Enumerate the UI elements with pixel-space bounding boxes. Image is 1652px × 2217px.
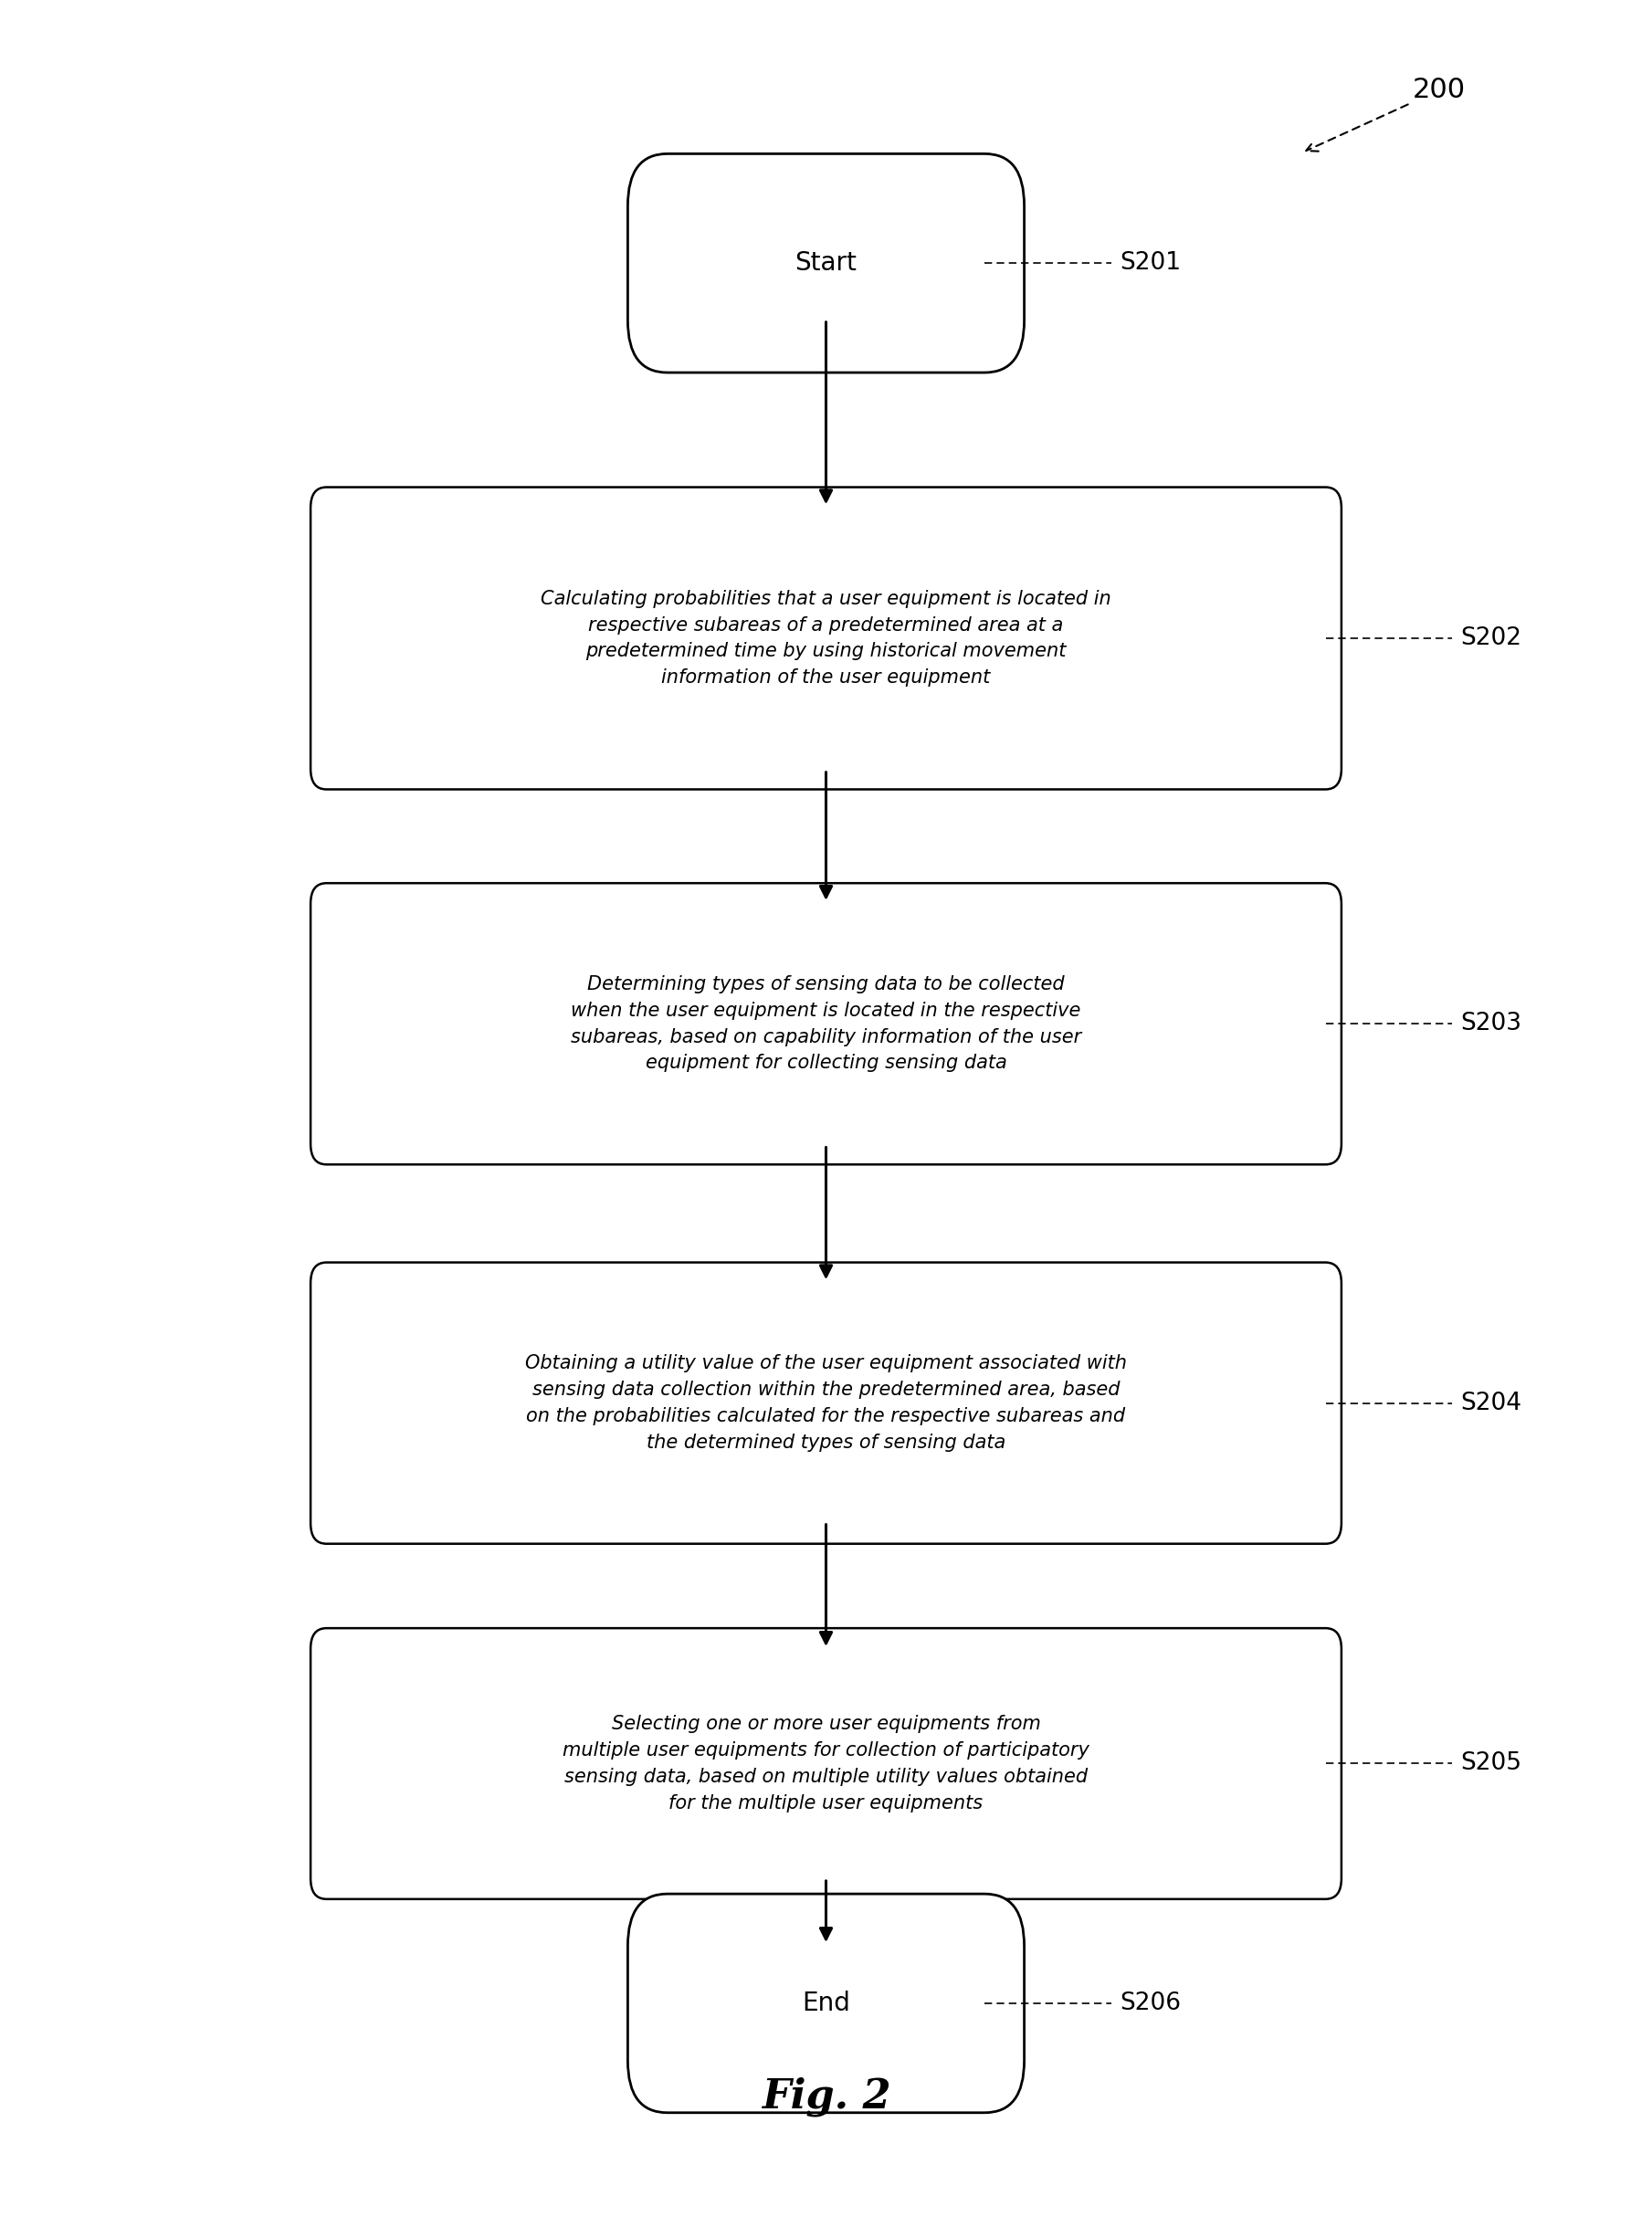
Text: S204: S204 — [1460, 1392, 1521, 1414]
FancyBboxPatch shape — [628, 153, 1024, 372]
Text: S201: S201 — [1120, 251, 1181, 275]
FancyBboxPatch shape — [311, 882, 1341, 1164]
Text: Determining types of sensing data to be collected
when the user equipment is loc: Determining types of sensing data to be … — [570, 975, 1082, 1073]
Text: Calculating probabilities that a user equipment is located in
respective subarea: Calculating probabilities that a user eq… — [540, 590, 1112, 687]
Text: Start: Start — [795, 251, 857, 275]
Text: S205: S205 — [1460, 1751, 1521, 1776]
FancyBboxPatch shape — [311, 488, 1341, 789]
FancyBboxPatch shape — [311, 1261, 1341, 1543]
FancyBboxPatch shape — [628, 1893, 1024, 2113]
Text: End: End — [801, 1991, 851, 2015]
Text: S203: S203 — [1460, 1011, 1521, 1035]
Text: 200: 200 — [1307, 78, 1465, 151]
Text: Selecting one or more user equipments from
multiple user equipments for collecti: Selecting one or more user equipments fr… — [563, 1716, 1089, 1811]
Text: Obtaining a utility value of the user equipment associated with
sensing data col: Obtaining a utility value of the user eq… — [525, 1355, 1127, 1452]
FancyBboxPatch shape — [311, 1627, 1341, 1900]
Text: S206: S206 — [1120, 1991, 1181, 2015]
Text: Fig. 2: Fig. 2 — [762, 2077, 890, 2117]
Text: S202: S202 — [1460, 627, 1521, 650]
